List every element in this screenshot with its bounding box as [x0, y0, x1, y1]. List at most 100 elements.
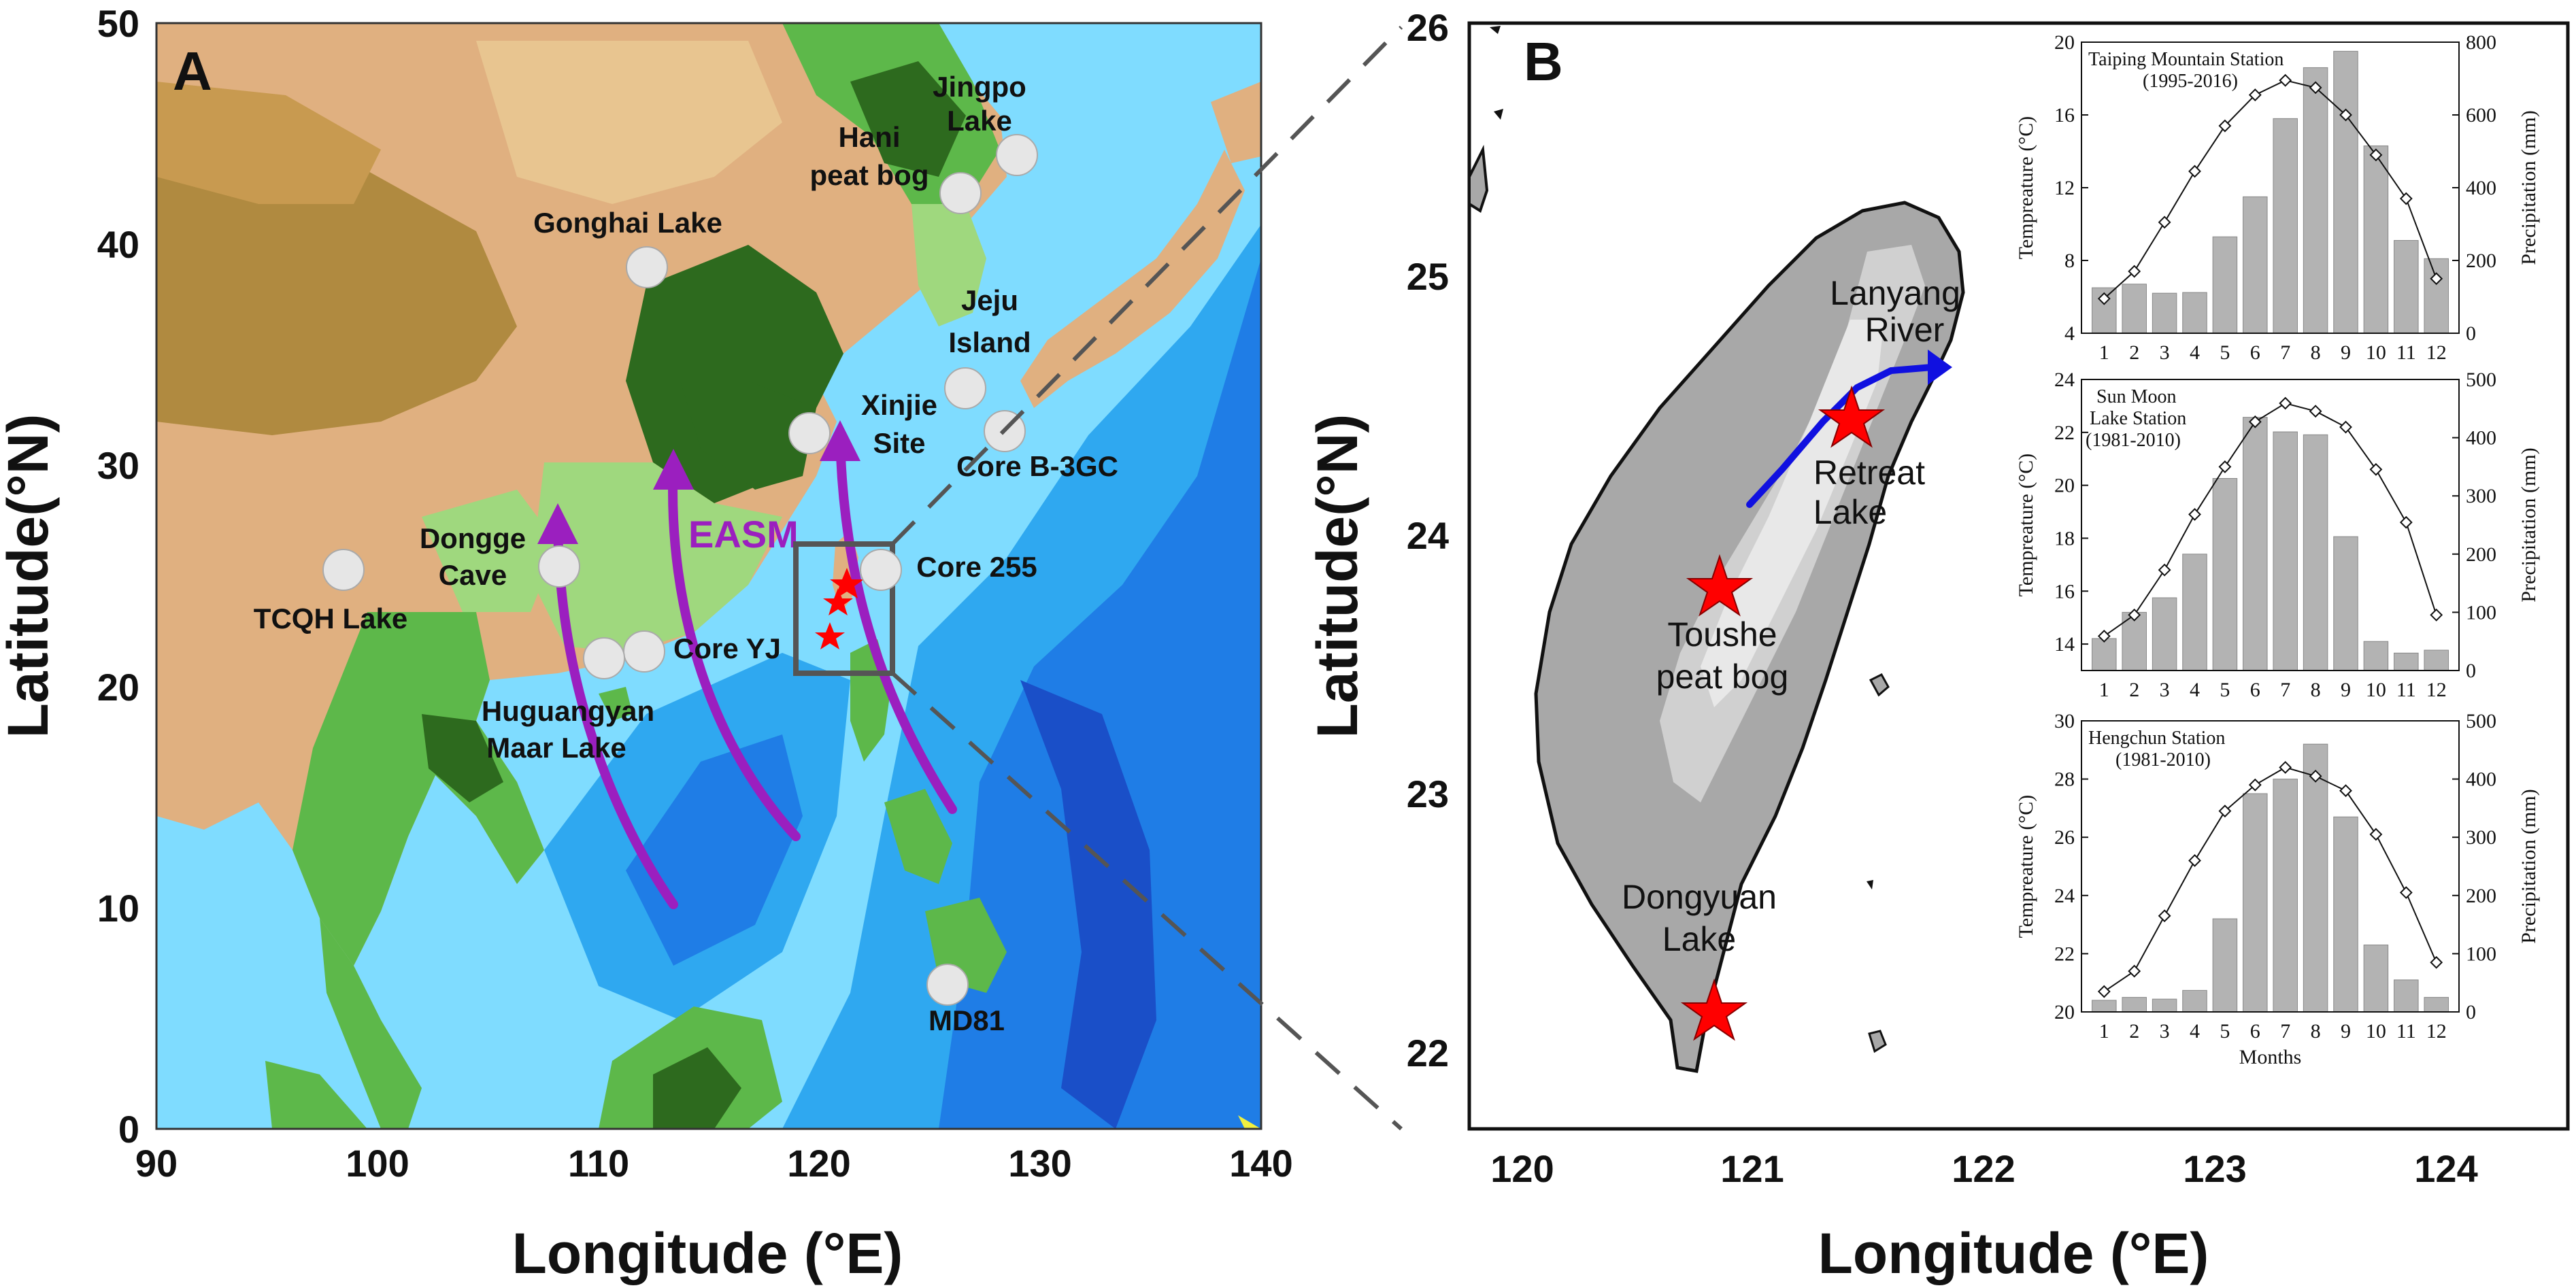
clim1-temp-tick-2: 18	[2054, 527, 2075, 549]
label-gonghai: Gonghai Lake	[533, 207, 722, 239]
ytick-a-2: 20	[97, 666, 139, 709]
clim0-bar-5	[2212, 236, 2238, 334]
clim2-temp-tick-4: 28	[2054, 768, 2075, 791]
panel-a-label: A	[173, 41, 212, 101]
clim0-month-9: 9	[2341, 341, 2351, 364]
clim1-bar-4	[2182, 554, 2207, 671]
clim2-temp-point-4	[2188, 854, 2201, 867]
clim2-month-8: 8	[2311, 1020, 2321, 1043]
clim0-month-8: 8	[2311, 341, 2321, 364]
clim0-month-1: 1	[2099, 341, 2109, 364]
sumatra	[265, 1061, 367, 1129]
clim0-temp-tick-3: 16	[2054, 104, 2075, 126]
xtick-a-3: 120	[787, 1142, 850, 1185]
trench	[1020, 680, 1156, 1129]
xtick-a-4: 130	[1008, 1142, 1071, 1185]
clim1-month-9: 9	[2341, 679, 2351, 701]
clim1-month-8: 8	[2311, 679, 2321, 701]
clim2-title: Hengchun Station	[2088, 728, 2225, 749]
orchid-island	[1868, 1030, 1887, 1053]
clim0-subtitle: (1995-2016)	[2143, 71, 2238, 92]
clim1-temp-tick-3: 20	[2054, 475, 2075, 497]
korea	[911, 204, 986, 326]
clim1-temp-tick-5: 24	[2054, 369, 2075, 391]
clim1-precip-tick-4: 400	[2466, 427, 2496, 450]
ytick-b-1: 23	[1407, 773, 1449, 815]
clim0-temp-point-11	[2399, 192, 2413, 205]
clim2-temp-point-2	[2128, 964, 2141, 978]
panel-b-x-ticks: 120 121 122 123 124	[1490, 1147, 2477, 1190]
clim0-temp-point-1	[2097, 292, 2111, 305]
easm-arrowhead-2	[653, 449, 694, 490]
panel-a: EASM Jingpo Lake Hani	[0, 2, 1293, 1285]
clim2-bar-7	[2273, 779, 2298, 1013]
clim1-month-4: 4	[2190, 679, 2200, 701]
clim1-temp-point-10	[2369, 462, 2383, 476]
clim2-month-4: 4	[2190, 1020, 2200, 1043]
easm-arrow-3	[835, 430, 957, 814]
clim1-bar-3	[2152, 597, 2177, 671]
clim1-temp-point-12	[2430, 608, 2443, 622]
clim1-temp-tick-0: 14	[2054, 633, 2075, 656]
clim2-temp-point-6	[2248, 778, 2262, 792]
xtick-b-3: 123	[2183, 1147, 2246, 1190]
star-toushe	[1686, 554, 1754, 617]
clim2-precip-tick-3: 300	[2466, 826, 2496, 849]
clim2-temp-tick-1: 22	[2054, 943, 2075, 965]
clim1-frame	[2081, 379, 2460, 671]
clim0-temp-point-2	[2128, 265, 2141, 278]
clim1-temp-point-9	[2339, 420, 2352, 434]
label-lanyang-2: River	[1865, 311, 1945, 349]
yellow-patch	[1238, 1115, 1261, 1129]
panel-a-x-ticks: 90 100 110 120 130 140	[135, 1142, 1293, 1185]
ytick-a-1: 10	[97, 887, 139, 930]
clim1-precip-tick-1: 100	[2466, 601, 2496, 624]
clim2-bar-2	[2122, 997, 2147, 1013]
clim1-title: Sun Moon	[2096, 386, 2176, 407]
panel-b-stars	[1680, 385, 1886, 1041]
label-toushe-2: peat bog	[1656, 658, 1789, 696]
clim2-precip-tick-4: 400	[2466, 768, 2496, 791]
clim1-temp-point-4	[2188, 508, 2201, 521]
south-china	[531, 462, 782, 653]
clim0-temp-point-4	[2188, 165, 2201, 178]
label-huguangyan-2: Maar Lake	[486, 732, 626, 764]
clim1-month-2: 2	[2129, 679, 2139, 701]
malay-peninsula	[320, 918, 422, 1129]
clim2-month-3: 3	[2160, 1020, 2170, 1043]
clim1-bar-9	[2333, 536, 2358, 671]
marker-huguangyan	[583, 637, 625, 679]
marker-jeju	[944, 367, 986, 409]
marker-tcqh	[322, 549, 365, 591]
clim2-bar-10	[2363, 945, 2389, 1013]
panel-a-stars	[815, 568, 864, 649]
easm-arrow-2	[668, 458, 801, 841]
clim0-temp-point-5	[2218, 119, 2232, 133]
clim2-month-5: 5	[2220, 1020, 2230, 1043]
monsoon-arrowheads	[537, 420, 860, 544]
clim2-ylabel: Tempreature (°C)	[2015, 795, 2037, 938]
panel-a-x-title: Longitude (°E)	[512, 1221, 903, 1285]
clim1-temp-point-11	[2399, 515, 2413, 529]
label-jingpo: Jingpo	[933, 71, 1026, 103]
study-area-box	[793, 541, 895, 676]
clim0-bar-7	[2273, 118, 2298, 334]
clim2-temp-point-10	[2369, 828, 2383, 841]
ytick-a-5: 50	[97, 2, 139, 45]
clim2-temp-point-7	[2279, 761, 2292, 774]
panel-b-label: B	[1524, 31, 1563, 92]
clim1-precip-tick-3: 300	[2466, 485, 2496, 507]
clim1-month-3: 3	[2160, 679, 2170, 701]
clim2-temp-line	[2103, 766, 2437, 992]
zoom-connectors	[890, 25, 1403, 1131]
label-jeju-2: Island	[948, 326, 1031, 358]
clim0-y2label: Precipitation (mm)	[2518, 110, 2540, 265]
xtick-b-4: 124	[2414, 1147, 2477, 1190]
star-dongyuan	[1680, 978, 1748, 1041]
green-island	[1869, 673, 1890, 697]
star-retreat-lake	[1818, 385, 1886, 448]
clim1-temp-point-8	[2309, 405, 2322, 418]
clim0-month-11: 11	[2396, 341, 2416, 364]
marker-yj	[623, 630, 665, 673]
clim0-temp-tick-4: 20	[2054, 31, 2075, 54]
